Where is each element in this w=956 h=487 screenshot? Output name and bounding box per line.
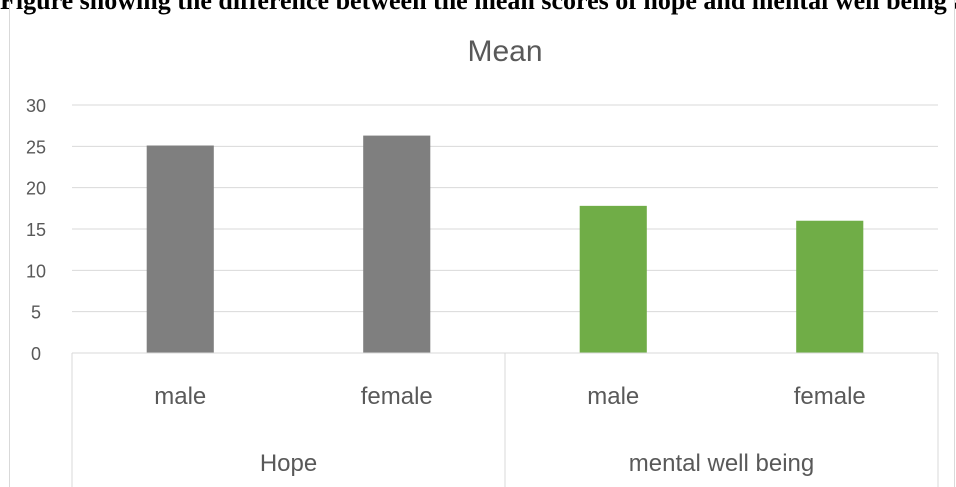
- y-tick-label: 20: [26, 179, 46, 199]
- y-tick-label: 15: [26, 220, 46, 240]
- x-axis: male female Hope male female mental well bein…: [71, 352, 939, 487]
- bars: [146, 135, 864, 353]
- chart-frame: [9, 0, 955, 487]
- bar-mental-well-being-male: [579, 205, 647, 353]
- chart-title: Mean: [467, 35, 542, 68]
- x-category-label: female: [361, 383, 433, 410]
- x-group-label: Hope: [260, 450, 317, 477]
- page-header: Figure showing the difference between th…: [0, 0, 956, 15]
- bar-hope-male: [146, 145, 214, 353]
- y-tick-label: 25: [26, 137, 46, 157]
- x-category-label: male: [154, 383, 206, 410]
- x-category-label: male: [587, 383, 639, 410]
- bar-mental-well-being-female: [796, 220, 864, 353]
- y-tick-label: 5: [31, 303, 41, 323]
- y-tick-label: 10: [26, 261, 46, 281]
- y-tick-label: 30: [26, 96, 46, 116]
- gridlines: [72, 104, 938, 313]
- x-group-label: mental well being: [629, 450, 814, 477]
- y-tick-label: 0: [31, 344, 41, 364]
- x-category-label: female: [794, 383, 866, 410]
- bar-hope-female: [363, 135, 431, 353]
- y-axis-ticks: 0 5 10 15 20 25 30: [26, 96, 46, 364]
